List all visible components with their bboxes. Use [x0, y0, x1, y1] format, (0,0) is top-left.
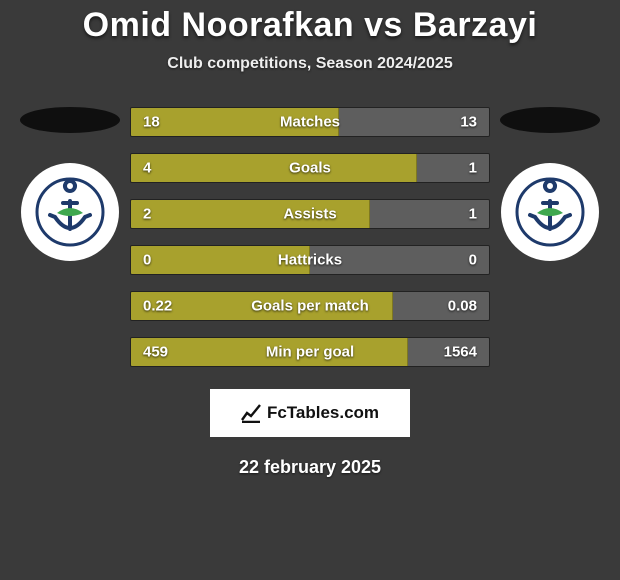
stat-bar-fill: [131, 154, 417, 182]
player-silhouette-placeholder: [20, 107, 120, 133]
stat-bar: 459 Min per goal 1564: [130, 337, 490, 367]
stat-right-value: 0.08: [448, 298, 477, 315]
right-club-badge: [501, 163, 599, 261]
stat-left-value: 0.22: [143, 298, 172, 315]
stat-bar-rest: [417, 154, 489, 182]
stat-bar: 2 Assists 1: [130, 199, 490, 229]
left-player-column: [10, 95, 130, 261]
stat-label: Goals: [289, 160, 331, 177]
stat-right-value: 13: [460, 114, 477, 131]
right-player-column: [490, 95, 610, 261]
brand-text: FcTables.com: [267, 403, 379, 423]
stat-left-value: 4: [143, 160, 151, 177]
stat-right-value: 1: [469, 160, 477, 177]
subtitle: Club competitions, Season 2024/2025: [0, 55, 620, 73]
stat-label: Goals per match: [251, 298, 369, 315]
anchor-icon: [515, 177, 585, 247]
stat-bar: 4 Goals 1: [130, 153, 490, 183]
comparison-body: 18 Matches 13 4 Goals 1 2 Assists 1 0 Hattricks 0 0.…: [0, 95, 620, 367]
stat-left-value: 0: [143, 252, 151, 269]
comparison-card: Omid Noorafkan vs Barzayi Club competiti…: [0, 0, 620, 478]
stat-right-value: 1564: [444, 344, 477, 361]
stat-label: Assists: [283, 206, 336, 223]
brand-badge[interactable]: FcTables.com: [210, 389, 410, 437]
left-club-badge: [21, 163, 119, 261]
player-silhouette-placeholder: [500, 107, 600, 133]
stat-label: Matches: [280, 114, 340, 131]
stat-left-value: 2: [143, 206, 151, 223]
stat-left-value: 18: [143, 114, 160, 131]
stat-label: Min per goal: [266, 344, 354, 361]
stat-bar: 0.22 Goals per match 0.08: [130, 291, 490, 321]
stat-bars: 18 Matches 13 4 Goals 1 2 Assists 1 0 Hattricks 0 0.…: [130, 95, 490, 367]
brand-chart-icon: [241, 403, 261, 423]
date-text: 22 february 2025: [0, 457, 620, 478]
stat-left-value: 459: [143, 344, 168, 361]
stat-label: Hattricks: [278, 252, 342, 269]
stat-bar: 18 Matches 13: [130, 107, 490, 137]
anchor-icon: [35, 177, 105, 247]
stat-right-value: 0: [469, 252, 477, 269]
stat-bar: 0 Hattricks 0: [130, 245, 490, 275]
page-title: Omid Noorafkan vs Barzayi: [0, 6, 620, 45]
stat-right-value: 1: [469, 206, 477, 223]
